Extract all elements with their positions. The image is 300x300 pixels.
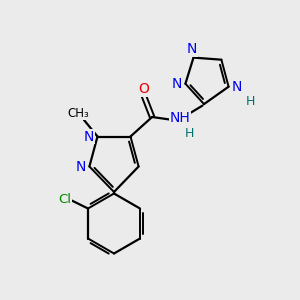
Text: N: N — [232, 80, 242, 94]
Text: H: H — [184, 127, 194, 140]
Text: N: N — [172, 77, 182, 91]
Text: O: O — [138, 82, 149, 96]
Text: N: N — [187, 42, 197, 56]
Text: N: N — [76, 160, 86, 173]
Text: Cl: Cl — [58, 193, 71, 206]
Text: H: H — [245, 94, 255, 108]
Text: CH₃: CH₃ — [67, 107, 89, 120]
Text: N: N — [84, 130, 94, 143]
Text: NH: NH — [169, 111, 190, 124]
